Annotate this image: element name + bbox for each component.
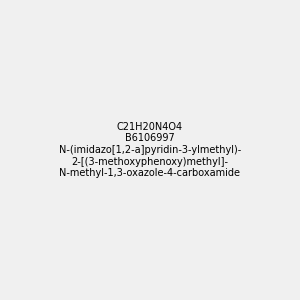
Text: C21H20N4O4
B6106997
N-(imidazo[1,2-a]pyridin-3-ylmethyl)-
2-[(3-methoxyphenoxy)m: C21H20N4O4 B6106997 N-(imidazo[1,2-a]pyr… bbox=[59, 122, 241, 178]
